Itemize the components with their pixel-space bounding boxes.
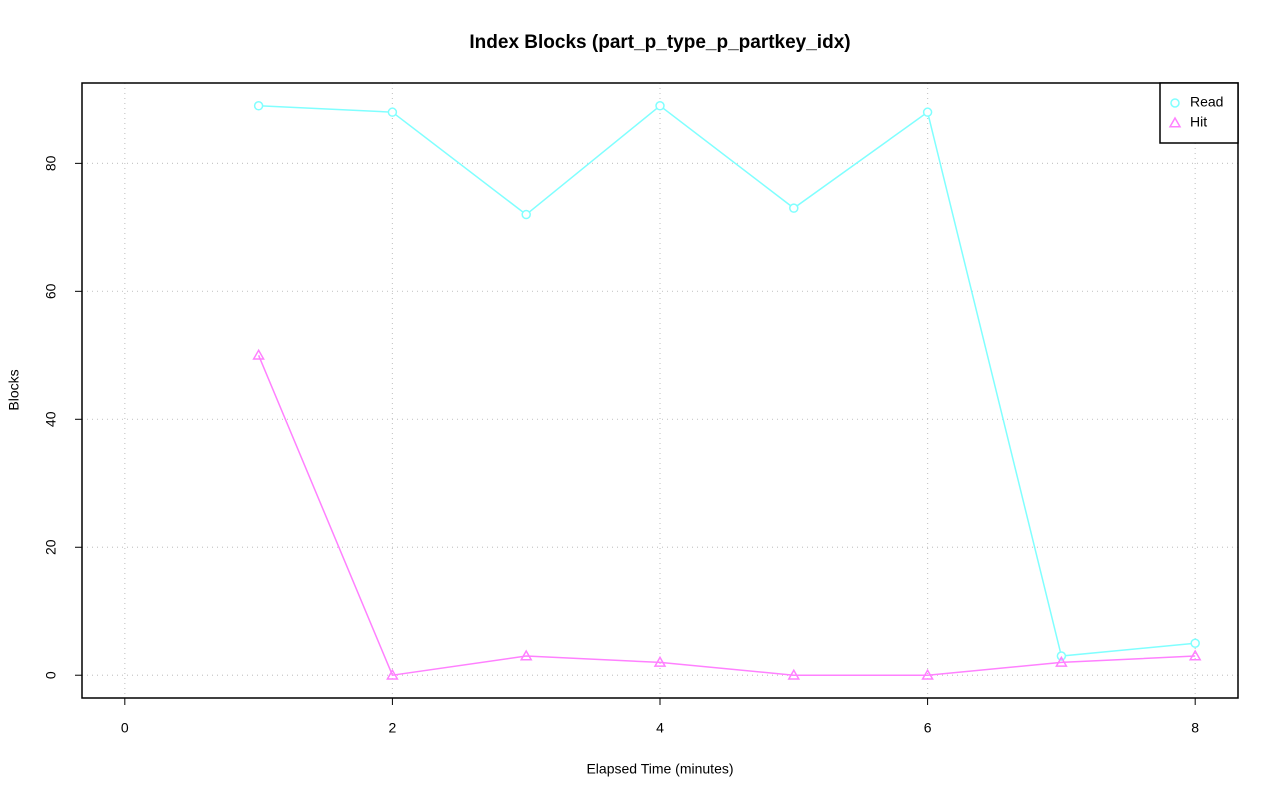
marker [1055,655,1068,667]
x-axis-label: Elapsed Time (minutes) [586,761,733,777]
legend-label: Read [1190,94,1223,110]
marker [922,107,933,117]
marker [789,203,799,213]
legend-box [1159,82,1239,144]
marker [387,107,398,117]
marker [921,668,934,680]
x-tick-label: 2 [389,720,397,736]
chart-title: Index Blocks (part_p_type_p_partkey_idx) [469,32,850,53]
marker [252,348,265,360]
y-tick-label: 0 [43,671,59,679]
marker [1188,649,1202,661]
plot-frame [81,82,1239,699]
y-tick-label: 40 [43,411,59,427]
y-axis-label: Blocks [6,369,22,410]
marker [787,668,801,680]
legend-marker [1168,116,1182,128]
marker [1190,638,1200,648]
marker [386,668,399,680]
marker [521,209,531,220]
y-tick-label: 80 [43,155,59,171]
x-tick-label: 8 [1191,720,1199,736]
y-tick-label: 20 [43,539,59,555]
marker [253,101,264,111]
series-line [258,104,1196,657]
x-tick-label: 0 [121,720,129,736]
x-tick-label: 6 [924,720,932,736]
legend-label: Hit [1190,114,1207,130]
series-line [257,355,1196,677]
marker [655,101,665,111]
x-tick-label: 4 [656,720,664,736]
legend-marker [1170,98,1180,108]
y-tick-label: 60 [43,283,59,299]
marker [653,655,667,667]
marker [519,649,533,661]
